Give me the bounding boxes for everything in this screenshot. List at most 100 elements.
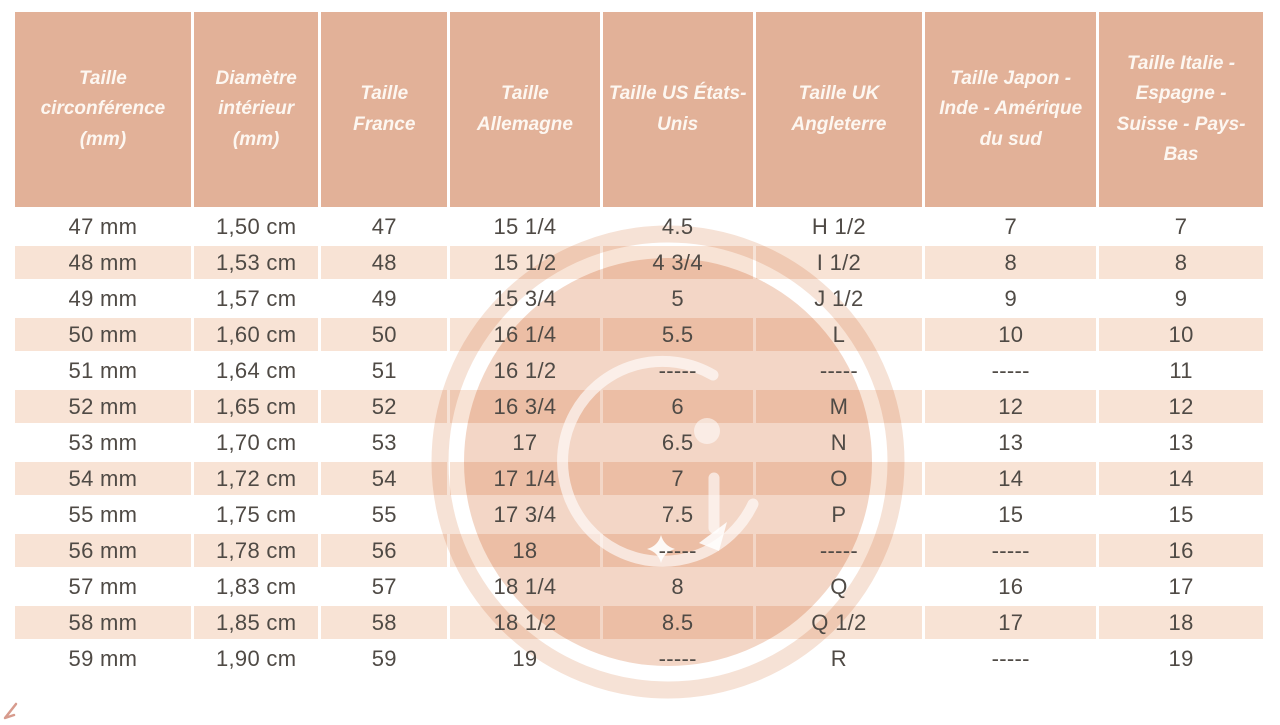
cell-value: 47 <box>371 213 397 239</box>
table-cell: H 1/2 <box>755 210 923 243</box>
table-cell: 51 mm <box>15 354 191 387</box>
cell-value: 8 <box>1174 249 1188 275</box>
cell-value: L <box>832 321 846 347</box>
table-cell: 5.5 <box>602 318 753 351</box>
table-header-row: Taille circonférence (mm) Diamètre intér… <box>15 12 1263 207</box>
cell-value: O <box>830 465 848 491</box>
cell-value: 7 <box>1004 213 1017 239</box>
cell-value: 11 <box>1169 357 1193 383</box>
col-header-circonference: Taille circonférence (mm) <box>15 12 191 207</box>
table-cell: ----- <box>755 534 923 567</box>
table-cell: 8.5 <box>602 606 753 639</box>
cell-value: 49 <box>371 285 397 311</box>
table-cell: 54 mm <box>15 462 191 495</box>
table-cell: 52 mm <box>15 390 191 423</box>
table-cell: 17 <box>450 426 600 459</box>
table-cell: 7 <box>602 462 753 495</box>
table-cell: 55 mm <box>15 498 191 531</box>
table-cell: 49 <box>321 282 448 315</box>
table-cell: 10 <box>925 318 1097 351</box>
table-cell: 7 <box>925 210 1097 243</box>
cell-value: 15 3/4 <box>493 285 557 311</box>
table-cell: N <box>755 426 923 459</box>
cell-value: 1,75 cm <box>215 501 297 527</box>
table-cell: 59 mm <box>15 642 191 675</box>
table-row: 52 mm 1,65 cm 52 16 3/4 6 M 12 12 <box>15 390 1263 423</box>
cell-value: 59 mm <box>68 645 138 671</box>
cell-value: 15 1/4 <box>493 213 557 239</box>
table-cell: 17 <box>925 606 1097 639</box>
cell-value: 6.5 <box>661 429 694 455</box>
cell-value: 8 <box>1004 249 1017 275</box>
col-header-diametre: Diamètre intérieur (mm) <box>193 12 319 207</box>
table-cell: 1,90 cm <box>193 642 319 675</box>
table-cell: 50 <box>321 318 448 351</box>
table-cell: 59 <box>321 642 448 675</box>
table-cell: 15 1/2 <box>450 246 600 279</box>
cell-value: H 1/2 <box>811 213 866 239</box>
cell-value: 16 1/4 <box>493 321 557 347</box>
cell-value: 1,83 cm <box>215 573 297 599</box>
cell-value: 5.5 <box>661 321 694 347</box>
table-cell: P <box>755 498 923 531</box>
table-cell: 1,78 cm <box>193 534 319 567</box>
table-cell: 56 mm <box>15 534 191 567</box>
cell-value: 52 mm <box>68 393 138 419</box>
table-cell: ----- <box>925 534 1097 567</box>
cell-value: 4.5 <box>661 213 694 239</box>
cell-value: ----- <box>658 357 697 383</box>
table-cell: J 1/2 <box>755 282 923 315</box>
cell-value: 4 3/4 <box>652 249 703 275</box>
cell-value: R <box>830 645 847 671</box>
cell-value: 1,85 cm <box>215 609 297 635</box>
table-cell: 1,85 cm <box>193 606 319 639</box>
table-cell: 8 <box>602 570 753 603</box>
table-row: 48 mm 1,53 cm 48 15 1/2 4 3/4 I 1/2 8 8 <box>15 246 1263 279</box>
table-row: 53 mm 1,70 cm 53 17 6.5 N 13 13 <box>15 426 1263 459</box>
cell-value: 58 mm <box>68 609 138 635</box>
cell-value: 16 3/4 <box>493 393 557 419</box>
cell-value: 55 <box>371 501 397 527</box>
table-row: 55 mm 1,75 cm 55 17 3/4 7.5 P 15 15 <box>15 498 1263 531</box>
table-cell: 5 <box>602 282 753 315</box>
cell-value: 16 <box>998 573 1024 599</box>
cell-value: 1,53 cm <box>215 249 297 275</box>
table-cell: 18 <box>1099 606 1263 639</box>
cell-value: 17 1/4 <box>493 465 557 491</box>
cell-value: 17 3/4 <box>493 501 557 527</box>
cell-value: 6 <box>671 393 684 419</box>
cell-value: 17 <box>512 429 538 455</box>
table-cell: Q 1/2 <box>755 606 923 639</box>
cell-value: 1,78 cm <box>215 537 297 563</box>
cell-value: 18 1/2 <box>493 609 557 635</box>
cell-value: P <box>831 501 847 527</box>
cell-value: 12 <box>998 393 1024 419</box>
table-cell: ----- <box>602 534 753 567</box>
cell-value: 14 <box>1168 465 1194 491</box>
cell-value: 1,90 cm <box>215 645 297 671</box>
table-cell: ----- <box>602 642 753 675</box>
table-cell: 1,50 cm <box>193 210 319 243</box>
table-cell: 19 <box>450 642 600 675</box>
cell-value: 1,50 cm <box>215 213 297 239</box>
cell-value: 18 1/4 <box>493 573 557 599</box>
table-cell: 4 3/4 <box>602 246 753 279</box>
cell-value: 14 <box>998 465 1024 491</box>
table-cell: 53 <box>321 426 448 459</box>
table-cell: ----- <box>925 354 1097 387</box>
table-cell: 1,70 cm <box>193 426 319 459</box>
cell-value: 1,70 cm <box>215 429 297 455</box>
col-header-france: Taille France <box>321 12 448 207</box>
table-cell: 6 <box>602 390 753 423</box>
table-cell: 15 <box>1099 498 1263 531</box>
cell-value: 7 <box>1174 213 1188 239</box>
cell-value: 10 <box>998 321 1024 347</box>
table-cell: L <box>755 318 923 351</box>
table-cell: 50 mm <box>15 318 191 351</box>
table-cell: 15 3/4 <box>450 282 600 315</box>
table-cell: I 1/2 <box>755 246 923 279</box>
table-cell: 1,72 cm <box>193 462 319 495</box>
table-cell: 52 <box>321 390 448 423</box>
cell-value: 59 <box>371 645 397 671</box>
